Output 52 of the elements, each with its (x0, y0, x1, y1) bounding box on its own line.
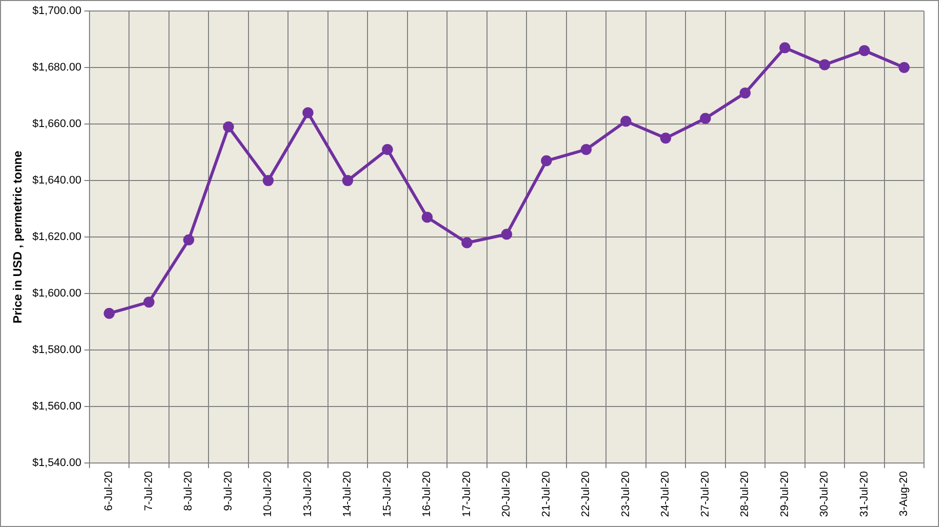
x-tick-label: 3-Aug-20 (898, 471, 910, 516)
y-tick-label: $1,620.00 (32, 231, 82, 244)
x-tick-label: 31-Jul-20 (858, 471, 870, 517)
point (540, 155, 552, 166)
x-tick-label: 27-Jul-20 (699, 471, 712, 517)
point (620, 116, 632, 127)
x-tick-label: 24-Jul-20 (660, 471, 672, 517)
point (819, 59, 830, 70)
point (422, 212, 433, 223)
point (580, 144, 592, 155)
point (858, 45, 870, 56)
y-tick-label: $1,660.00 (32, 118, 82, 130)
x-tick-label: 30-Jul-20 (818, 471, 831, 517)
x-tick-label: 8-Jul-20 (182, 471, 195, 511)
point (382, 144, 393, 155)
point (342, 175, 354, 186)
x-tick-label: 13-Jul-20 (302, 471, 314, 517)
x-tick-label: 9-Jul-20 (222, 471, 234, 511)
y-tick-label: $1,700.00 (32, 5, 82, 18)
point (183, 234, 194, 246)
x-tick-label: 21-Jul-20 (540, 471, 552, 517)
y-axis-title: Price in USD , permetric tonne (10, 150, 25, 324)
x-tick-label: 7-Jul-20 (142, 471, 155, 511)
point (740, 87, 751, 98)
x-tick-label: 14-Jul-20 (342, 471, 354, 517)
x-tick-label: 15-Jul-20 (381, 471, 394, 517)
x-tick-label: 28-Jul-20 (739, 471, 752, 517)
point (660, 132, 672, 144)
point (501, 228, 512, 240)
x-tick-label: 6-Jul-20 (103, 471, 116, 511)
point (461, 237, 472, 248)
point (700, 112, 711, 124)
y-tick-label: $1,640.00 (32, 174, 82, 187)
x-tick-label: 23-Jul-20 (620, 471, 632, 517)
x-tick-label: 16-Jul-20 (421, 471, 434, 517)
x-tick-label: 20-Jul-20 (500, 471, 513, 517)
point (222, 121, 234, 132)
x-tick-label: 10-Jul-20 (262, 471, 274, 517)
point (143, 296, 154, 308)
y-tick-label: $1,600.00 (32, 288, 82, 300)
point (262, 175, 274, 186)
point (779, 42, 790, 54)
y-tick-label: $1,540.00 (32, 457, 82, 470)
point (302, 107, 314, 118)
y-tick-label: $1,560.00 (32, 400, 82, 413)
point (898, 62, 910, 74)
x-tick-label: 22-Jul-20 (580, 471, 592, 517)
y-tick-label: $1,580.00 (32, 344, 82, 356)
x-tick-label: 17-Jul-20 (460, 471, 473, 517)
y-tick-label: $1,680.00 (32, 62, 82, 74)
point (104, 308, 115, 319)
x-tick-label: 29-Jul-20 (778, 471, 791, 517)
